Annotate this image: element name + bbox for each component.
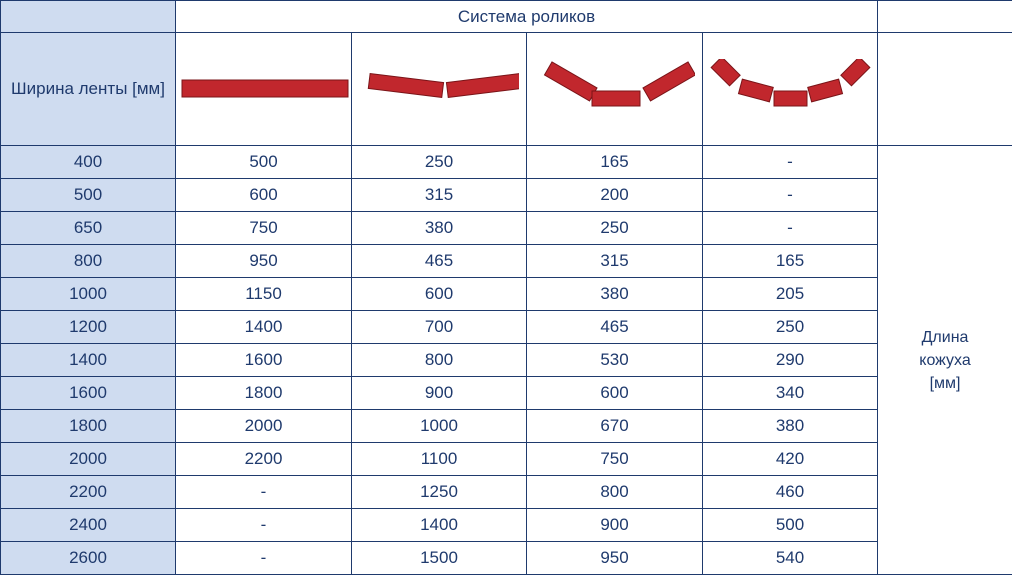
- belt-width-cell: 500: [1, 179, 176, 212]
- value-cell: -: [703, 179, 878, 212]
- value-cell: 540: [703, 542, 878, 575]
- three-roller-trough-icon: [535, 59, 695, 119]
- corner-cell: [1, 1, 176, 33]
- two-roller-trough-icon: [359, 69, 519, 109]
- value-cell: 950: [176, 245, 352, 278]
- belt-width-cell: 650: [1, 212, 176, 245]
- value-cell: 340: [703, 377, 878, 410]
- three-roller-cell: [527, 33, 703, 146]
- header-row-icons: Ширина ленты [мм]: [1, 33, 1012, 146]
- value-cell: 250: [703, 311, 878, 344]
- value-cell: 700: [352, 311, 527, 344]
- value-cell: 950: [527, 542, 703, 575]
- header-row-top: Система роликов: [1, 1, 1012, 33]
- value-cell: 600: [352, 278, 527, 311]
- flat-roller-icon: [179, 69, 349, 109]
- belt-width-cell: 800: [1, 245, 176, 278]
- casing-length-label-line: кожуха: [878, 349, 1012, 372]
- value-cell: 1600: [176, 344, 352, 377]
- value-cell: 165: [703, 245, 878, 278]
- value-cell: 1800: [176, 377, 352, 410]
- value-cell: 900: [527, 509, 703, 542]
- value-cell: 1400: [176, 311, 352, 344]
- value-cell: 530: [527, 344, 703, 377]
- value-cell: -: [703, 212, 878, 245]
- value-cell: 1000: [352, 410, 527, 443]
- value-cell: 250: [527, 212, 703, 245]
- value-cell: 290: [703, 344, 878, 377]
- belt-width-cell: 1200: [1, 311, 176, 344]
- belt-width-header: Ширина ленты [мм]: [1, 33, 176, 146]
- two-roller-cell: [352, 33, 527, 146]
- belt-width-cell: 400: [1, 146, 176, 179]
- value-cell: 670: [527, 410, 703, 443]
- value-cell: 500: [703, 509, 878, 542]
- value-cell: 1400: [352, 509, 527, 542]
- value-cell: 380: [703, 410, 878, 443]
- roller-system-header: Система роликов: [176, 1, 878, 33]
- value-cell: 2000: [176, 410, 352, 443]
- belt-width-cell: 1000: [1, 278, 176, 311]
- value-cell: 1100: [352, 443, 527, 476]
- value-cell: 900: [352, 377, 527, 410]
- value-cell: -: [703, 146, 878, 179]
- value-cell: 380: [352, 212, 527, 245]
- value-cell: 315: [352, 179, 527, 212]
- casing-length-label-line: [мм]: [878, 372, 1012, 395]
- belt-width-cell: 1800: [1, 410, 176, 443]
- value-cell: 380: [527, 278, 703, 311]
- flat-roller-cell: [176, 33, 352, 146]
- value-cell: 465: [352, 245, 527, 278]
- value-cell: -: [176, 542, 352, 575]
- value-cell: 500: [176, 146, 352, 179]
- value-cell: 1150: [176, 278, 352, 311]
- value-cell: -: [176, 509, 352, 542]
- value-cell: 750: [176, 212, 352, 245]
- value-cell: 165: [527, 146, 703, 179]
- value-cell: 2200: [176, 443, 352, 476]
- value-cell: 420: [703, 443, 878, 476]
- value-cell: 465: [527, 311, 703, 344]
- value-cell: -: [176, 476, 352, 509]
- belt-width-cell: 2600: [1, 542, 176, 575]
- belt-width-cell: 1600: [1, 377, 176, 410]
- value-cell: 750: [527, 443, 703, 476]
- value-cell: 1500: [352, 542, 527, 575]
- value-cell: 600: [527, 377, 703, 410]
- value-cell: 200: [527, 179, 703, 212]
- belt-width-cell: 2000: [1, 443, 176, 476]
- five-roller-cell: [703, 33, 878, 146]
- value-cell: 1250: [352, 476, 527, 509]
- value-cell: 315: [527, 245, 703, 278]
- five-roller-trough-icon: [705, 59, 875, 119]
- value-cell: 800: [352, 344, 527, 377]
- empty-icon-cell: [878, 33, 1012, 146]
- value-cell: 600: [176, 179, 352, 212]
- value-cell: 250: [352, 146, 527, 179]
- belt-width-cell: 1400: [1, 344, 176, 377]
- value-cell: 460: [703, 476, 878, 509]
- belt-width-cell: 2200: [1, 476, 176, 509]
- casing-length-label-line: Длина: [878, 326, 1012, 349]
- value-cell: 800: [527, 476, 703, 509]
- belt-width-cell: 2400: [1, 509, 176, 542]
- empty-header-cell: [878, 1, 1012, 33]
- value-cell: 205: [703, 278, 878, 311]
